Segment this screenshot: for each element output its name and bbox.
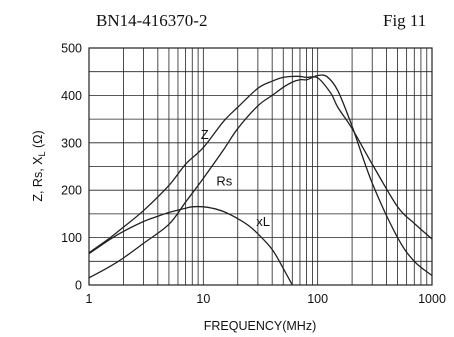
- curve-z: [88, 75, 433, 254]
- x-axis-label: FREQUENCY(MHz): [204, 319, 317, 333]
- y-tick-labels: 0 100 200 300 400 500: [61, 42, 82, 293]
- curve-labels: Z Rs xL: [201, 127, 270, 229]
- y-axis-label: Z, Rs, XL (Ω): [31, 130, 47, 201]
- y-tick-label: 200: [61, 184, 82, 198]
- y-axis-label-unit: (Ω): [31, 130, 45, 151]
- curve-rs: [88, 74, 433, 279]
- x-tick-labels: 1 10 100 1000: [86, 292, 446, 306]
- x-tick-label: 100: [307, 292, 328, 306]
- y-tick-label: 300: [61, 136, 82, 150]
- x-tick-label: 10: [196, 292, 210, 306]
- x-tick-label: 1: [86, 292, 93, 306]
- curve-label-rs: Rs: [216, 173, 232, 188]
- y-axis-label-subscript: L: [37, 151, 47, 156]
- y-axis-label-main: Z, Rs, X: [31, 156, 45, 202]
- y-tick-label: 100: [61, 231, 82, 245]
- curve-label-xl: xL: [256, 214, 270, 229]
- y-tick-label: 0: [75, 279, 82, 293]
- y-tick-label: 400: [61, 89, 82, 103]
- curve-xl: [88, 205, 293, 286]
- x-tick-label: 1000: [418, 292, 446, 306]
- curve-label-z: Z: [201, 127, 209, 142]
- header-figure-label: Fig 11: [383, 11, 426, 30]
- header-part-number: BN14-416370-2: [96, 11, 207, 30]
- curves: [88, 74, 433, 286]
- plot-frame: [88, 47, 433, 286]
- plot-grid: [89, 48, 432, 285]
- y-tick-label: 500: [61, 42, 82, 56]
